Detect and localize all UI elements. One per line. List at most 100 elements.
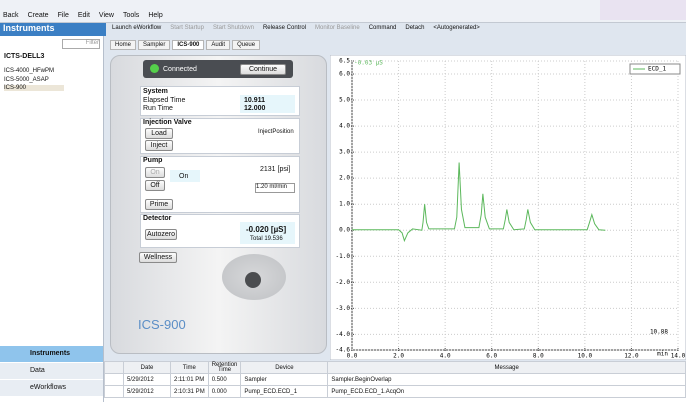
x-tick-label: 14.0 [671,353,686,360]
tab[interactable]: Home [110,40,137,50]
cell: 0.500 [207,373,242,386]
autozero-button[interactable]: Autozero [145,229,177,240]
x-tick-label: 12.0 [624,353,639,360]
inject-button[interactable]: Inject [145,140,173,151]
cell: 5/29/2012 [123,385,171,398]
continue-button[interactable]: Continue [240,64,286,75]
chart-background [330,55,686,360]
menu-item[interactable]: Create [27,12,49,19]
x-axis-label: min [657,351,668,358]
off-button[interactable]: Off [145,180,165,191]
spacer [104,385,124,398]
tab[interactable]: Queue [232,40,261,50]
x-tick-label: 6.0 [486,353,497,360]
toolbar-button[interactable]: Monitor Baseline [315,25,360,31]
column-header: Message [327,361,686,374]
y-tick-label: 0.0 [339,227,350,234]
toolbar-button[interactable]: Start Startup [170,25,204,31]
toolbar-button[interactable]: Start Shutdown [212,25,254,31]
menu-bar [0,0,686,23]
label: Run Time [143,105,173,112]
spacer [104,361,124,374]
menu-item[interactable]: Help [148,12,163,19]
instrument-item[interactable]: ICS-900 [4,85,64,91]
audit-area: Date Time Retention Time Device Message … [104,361,686,402]
section-title: System [143,88,168,95]
value: 12.000 [244,105,266,112]
section-title: Detector [143,215,172,222]
column-header: Retention Time [207,361,242,374]
cell: 5/29/2012 [123,373,171,386]
toolbar-button[interactable]: Command [368,25,397,31]
tabs: Home Sampler ICS-900 Audit Queue [110,40,261,50]
y-tick-label: 4.0 [339,123,350,130]
detector-signal: -0.020 [µS] [246,225,287,234]
pressure: 2131 [psi] [260,166,291,173]
menu-item[interactable]: View [98,12,114,19]
value-box [240,222,295,244]
header-row: Date Time Retention Time Device Message [104,361,686,374]
y-tick-label: -4.6 [336,347,351,354]
flow-input[interactable]: 1.20 ml/min [255,183,295,193]
toolbar: Launch eWorkflow Start Startup Start Shu… [112,25,480,31]
value-box [170,170,200,182]
title-area [600,0,686,20]
valve-position: InjectPosition [258,129,294,135]
instrument-item[interactable]: ICS-4000_HFwPM [4,68,55,74]
filter-box[interactable]: Filter [62,39,100,49]
x-tick-label: 2.0 [393,353,404,360]
cell: Pump_ECD.ECD_1.AcqOn [327,385,686,398]
y-tick-label: -3.0 [336,305,351,312]
nav-item[interactable]: eWorkflows [0,380,103,396]
row[interactable]: 5/29/2012 2:10:31 PM 0.000 Pump_ECD.ECD_… [104,385,686,398]
status-led [150,64,159,73]
column-header: Device [240,361,329,374]
column-header: Date [123,361,171,374]
instrument-item[interactable]: ICS-5000_ASAP [4,77,49,83]
cell: Pump_ECD.ECD_1 [240,385,329,398]
host-name: ICTS-DELL3 [4,53,45,60]
toolbar-button[interactable]: Detach [405,25,425,31]
section-title: Pump [143,157,163,164]
toolbar-button[interactable]: Release Control [262,25,306,31]
load-button[interactable]: Load [145,128,173,139]
y-tick-label: 5.0 [339,97,350,104]
y-tick-label: -4.0 [336,331,351,338]
pump-state: On [179,173,189,180]
on-button[interactable]: On [145,167,165,178]
toolbar-button[interactable]: <Autogenerated> [433,25,480,31]
audit-table: Date Time Retention Time Device Message … [104,361,686,398]
menu-item[interactable]: Tools [122,12,140,19]
sidebar-title: Instruments [0,23,106,36]
menu-item[interactable]: Edit [77,12,90,19]
y-tick-label: 3.0 [339,149,350,156]
tab[interactable]: Sampler [138,40,171,50]
tab[interactable]: ICS-900 [172,40,205,50]
tab[interactable]: Audit [206,40,231,50]
legend-label: ECD_1 [648,66,666,73]
label: Elapsed Time [143,97,186,104]
spacer [104,373,124,386]
cell: 0.000 [207,385,242,398]
row[interactable]: 5/29/2012 2:11:01 PM 0.500 Sampler Sampl… [104,373,686,386]
detector-total: Total 19.536 [250,236,283,242]
prime-button[interactable]: Prime [145,199,173,210]
cursor-readout: 10.88 [650,329,668,336]
y-tick-label: 1.0 [339,201,350,208]
value: 10.911 [244,97,266,104]
x-tick-label: 8.0 [533,353,544,360]
x-tick-label: 0.0 [347,353,358,360]
chromatogram: -0.03 µS min 10.88 6.5 6.0 5.0 4.0 3.0 2.0 1.0… [330,55,686,360]
port-knob [245,272,261,288]
toolbar-button[interactable]: Launch eWorkflow [112,25,162,31]
nav-item[interactable]: Instruments [0,346,103,362]
nav-item[interactable]: Data [0,363,103,379]
y-tick-label: 6.5 [339,58,350,65]
menu-item[interactable]: File [57,12,69,19]
trace [352,162,606,243]
model-label: ICS-900 [138,317,186,332]
wellness-button[interactable]: Wellness [139,252,177,263]
menu-item[interactable]: Back [3,12,19,19]
value-box [240,95,295,113]
